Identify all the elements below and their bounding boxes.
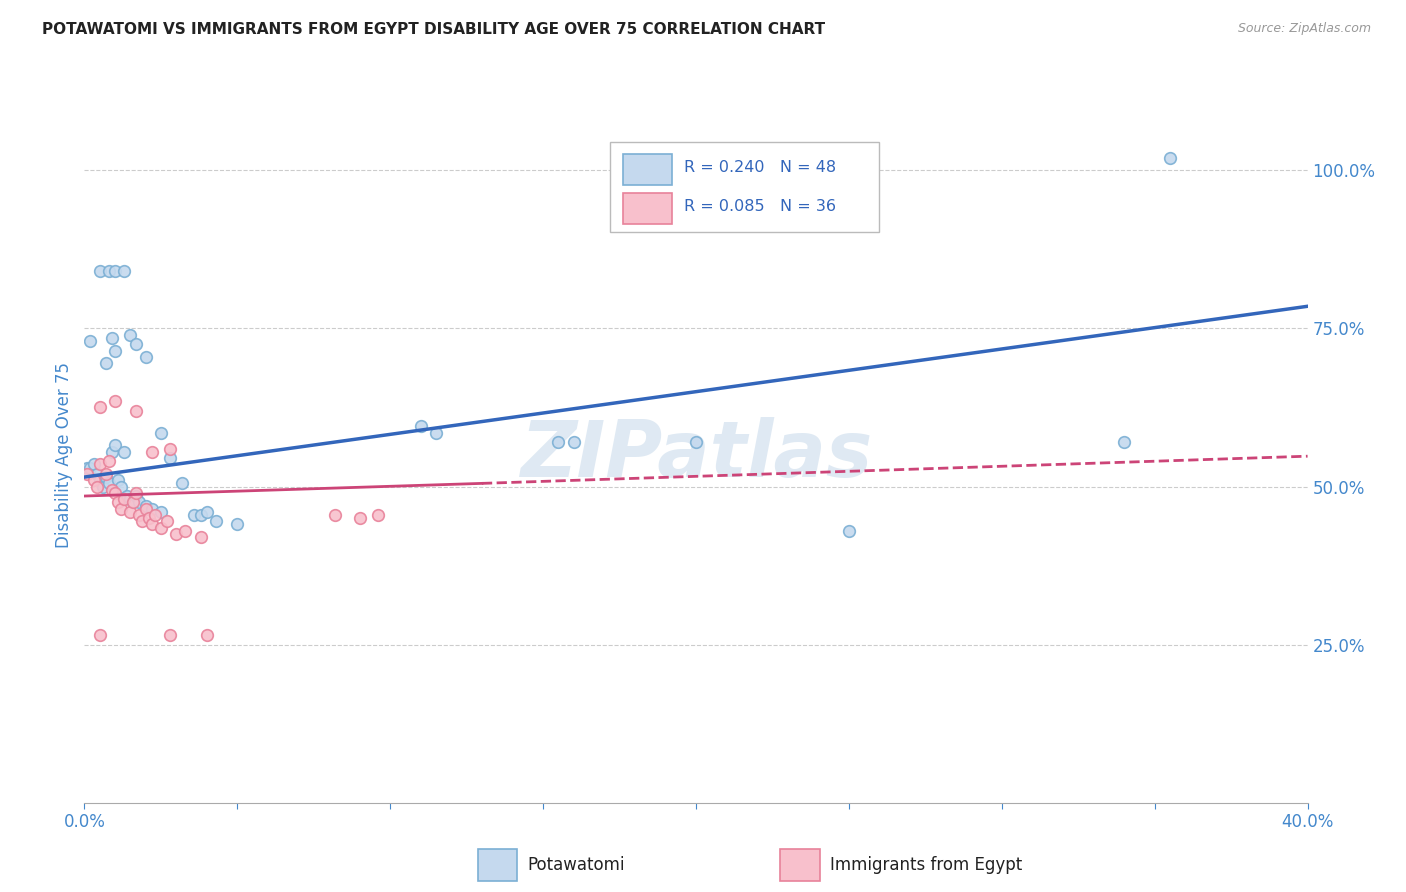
Point bbox=[120, 505, 142, 519]
Point bbox=[110, 479, 132, 493]
Point bbox=[159, 628, 181, 642]
Point bbox=[128, 495, 150, 509]
Point bbox=[86, 479, 108, 493]
Point bbox=[89, 458, 111, 472]
Point bbox=[79, 460, 101, 475]
Point bbox=[125, 403, 148, 417]
Point bbox=[409, 419, 432, 434]
Point bbox=[143, 508, 166, 522]
Point bbox=[135, 499, 157, 513]
Point bbox=[89, 628, 111, 642]
Point bbox=[94, 470, 117, 484]
Point bbox=[562, 435, 585, 450]
Point bbox=[91, 479, 114, 493]
Point bbox=[101, 483, 124, 497]
Point bbox=[159, 442, 181, 456]
Point bbox=[107, 495, 129, 509]
Text: ZIPatlas: ZIPatlas bbox=[520, 417, 872, 493]
Point bbox=[122, 495, 145, 509]
Text: POTAWATOMI VS IMMIGRANTS FROM EGYPT DISABILITY AGE OVER 75 CORRELATION CHART: POTAWATOMI VS IMMIGRANTS FROM EGYPT DISA… bbox=[42, 22, 825, 37]
Point bbox=[120, 327, 142, 342]
Text: Potawatomi: Potawatomi bbox=[527, 856, 624, 874]
Point bbox=[149, 521, 172, 535]
Text: R = 0.240   N = 48: R = 0.240 N = 48 bbox=[683, 160, 835, 175]
Point bbox=[149, 425, 172, 440]
Point bbox=[135, 501, 157, 516]
Point bbox=[120, 492, 142, 507]
Point bbox=[205, 514, 228, 528]
Point bbox=[94, 356, 117, 370]
Point bbox=[104, 394, 127, 409]
Point bbox=[138, 511, 160, 525]
Text: R = 0.085   N = 36: R = 0.085 N = 36 bbox=[683, 199, 835, 214]
Point bbox=[141, 501, 163, 516]
Point bbox=[110, 501, 132, 516]
Point bbox=[125, 337, 148, 351]
Point bbox=[101, 444, 124, 458]
FancyBboxPatch shape bbox=[623, 193, 672, 224]
Point bbox=[104, 486, 127, 500]
Point bbox=[685, 435, 707, 450]
Point bbox=[172, 476, 194, 491]
Point bbox=[104, 264, 127, 278]
Point bbox=[112, 264, 135, 278]
Point bbox=[174, 524, 197, 538]
Point bbox=[195, 628, 218, 642]
Point bbox=[83, 473, 105, 487]
Point bbox=[125, 489, 148, 503]
Point bbox=[125, 486, 148, 500]
Point bbox=[97, 476, 120, 491]
Point bbox=[107, 473, 129, 487]
Point bbox=[159, 451, 181, 466]
Point bbox=[131, 514, 153, 528]
Point bbox=[76, 460, 98, 475]
Point bbox=[89, 264, 111, 278]
Point bbox=[425, 425, 447, 440]
Point bbox=[226, 517, 249, 532]
Point bbox=[104, 343, 127, 358]
Point bbox=[97, 264, 120, 278]
Point bbox=[97, 454, 120, 468]
Point bbox=[183, 508, 205, 522]
Point bbox=[94, 467, 117, 481]
Point bbox=[1114, 435, 1136, 450]
Point bbox=[190, 530, 212, 544]
Point bbox=[112, 444, 135, 458]
FancyBboxPatch shape bbox=[623, 153, 672, 185]
Point bbox=[122, 495, 145, 509]
Point bbox=[76, 467, 98, 481]
Y-axis label: Disability Age Over 75: Disability Age Over 75 bbox=[55, 362, 73, 548]
Point bbox=[323, 508, 346, 522]
Point bbox=[112, 492, 135, 507]
Point bbox=[141, 517, 163, 532]
Text: Immigrants from Egypt: Immigrants from Egypt bbox=[830, 856, 1022, 874]
Point bbox=[101, 331, 124, 345]
Point bbox=[149, 505, 172, 519]
Point bbox=[1159, 151, 1181, 165]
Point bbox=[104, 438, 127, 452]
Point bbox=[141, 444, 163, 458]
Point bbox=[165, 527, 187, 541]
Text: Source: ZipAtlas.com: Source: ZipAtlas.com bbox=[1237, 22, 1371, 36]
Point bbox=[349, 511, 371, 525]
Point bbox=[79, 334, 101, 348]
Point bbox=[367, 508, 389, 522]
Point bbox=[89, 401, 111, 415]
Point bbox=[128, 508, 150, 522]
Point bbox=[115, 489, 138, 503]
Point bbox=[156, 514, 179, 528]
Point bbox=[135, 350, 157, 364]
Point bbox=[83, 458, 105, 472]
Point bbox=[195, 505, 218, 519]
FancyBboxPatch shape bbox=[610, 142, 880, 232]
Point bbox=[86, 467, 108, 481]
Point bbox=[547, 435, 569, 450]
Point bbox=[89, 473, 111, 487]
Point bbox=[838, 524, 860, 538]
Point bbox=[190, 508, 212, 522]
